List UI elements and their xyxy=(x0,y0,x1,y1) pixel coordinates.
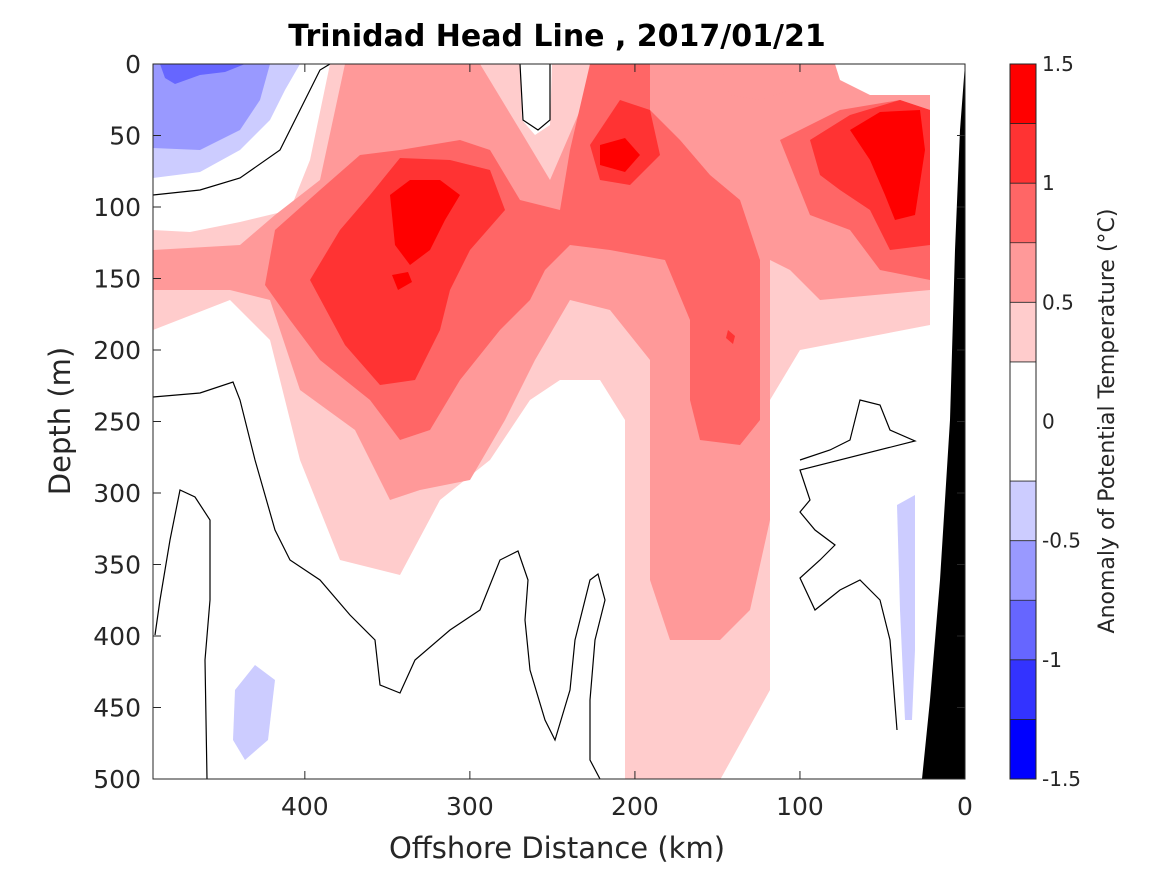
x-tick-label: 400 xyxy=(281,792,329,821)
colorbar-segment xyxy=(1010,600,1036,660)
y-tick-label: 450 xyxy=(93,694,141,723)
cold-anomaly-mid xyxy=(153,64,270,150)
y-tick-label: 100 xyxy=(93,193,141,222)
colorbar: 1.5 1 0.5 0 -0.5 -1 -1.5 xyxy=(1009,52,1081,791)
y-axis-label: Depth (m) xyxy=(43,347,77,495)
warm-anomaly-level-4 xyxy=(310,158,505,385)
colorbar-tick-label: -1.5 xyxy=(1042,767,1081,791)
warm-anomaly-level-5 xyxy=(390,180,460,265)
x-tick-label: 300 xyxy=(446,792,494,821)
colorbar-tick-label: 1 xyxy=(1042,171,1055,195)
x-axis-label: Offshore Distance (km) xyxy=(389,831,725,865)
warm-anomaly-level-4-deep xyxy=(726,330,735,344)
colorbar-tick-label: -0.5 xyxy=(1042,529,1081,553)
colorbar-segment xyxy=(1010,183,1036,243)
colorbar-tick-label: 0 xyxy=(1042,410,1055,434)
colorbar-segment xyxy=(1010,64,1036,124)
y-tick-label: 350 xyxy=(93,551,141,580)
x-tick-label: 200 xyxy=(611,792,659,821)
colorbar-segment xyxy=(1010,361,1036,482)
colorbar-tick-label: 0.5 xyxy=(1042,290,1074,314)
colorbar-segment xyxy=(1010,302,1036,362)
cold-anomaly-coastal xyxy=(897,495,915,720)
colorbar-segment xyxy=(1010,659,1036,720)
plot-area xyxy=(153,64,965,779)
zero-contours xyxy=(153,64,917,779)
colorbar-label: Anomaly of Potential Temperature (°C) xyxy=(1095,209,1120,634)
x-axis: 400 300 200 100 0 xyxy=(281,64,973,821)
colorbar-segment xyxy=(1010,719,1036,779)
y-tick-label: 300 xyxy=(93,479,141,508)
chart-title: Trinidad Head Line , 2017/01/21 xyxy=(288,19,825,54)
cold-anomaly-deep xyxy=(233,665,275,760)
warm-anomaly-level-5-mid xyxy=(600,138,640,172)
colorbar-segment xyxy=(1010,242,1036,303)
neutral-gap-east xyxy=(835,64,930,95)
y-tick-label: 0 xyxy=(125,50,141,79)
y-tick-label: 200 xyxy=(93,336,141,365)
y-tick-label: 50 xyxy=(109,122,141,151)
cold-anomaly-strong xyxy=(160,64,245,84)
seafloor xyxy=(922,64,965,779)
y-tick-label: 400 xyxy=(93,622,141,651)
warm-anomaly-level-5-east xyxy=(850,110,925,220)
colorbar-tick-label: 1.5 xyxy=(1042,52,1074,76)
warm-anomaly-level-3-top xyxy=(720,64,800,100)
colorbar-segment xyxy=(1010,123,1036,184)
neutral-gap-upper xyxy=(520,64,552,135)
y-axis: 0 50 100 150 200 250 300 350 400 450 500 xyxy=(93,50,965,794)
colorbar-segment xyxy=(1010,481,1036,541)
y-tick-label: 500 xyxy=(93,765,141,794)
warm-anomaly-level-5-spot xyxy=(392,272,412,290)
x-tick-label: 100 xyxy=(776,792,824,821)
x-tick-label: 0 xyxy=(957,792,973,821)
colorbar-tick-label: -1 xyxy=(1042,648,1062,672)
y-tick-label: 250 xyxy=(93,408,141,437)
colorbar-segment xyxy=(1010,540,1036,601)
y-tick-label: 150 xyxy=(93,265,141,294)
